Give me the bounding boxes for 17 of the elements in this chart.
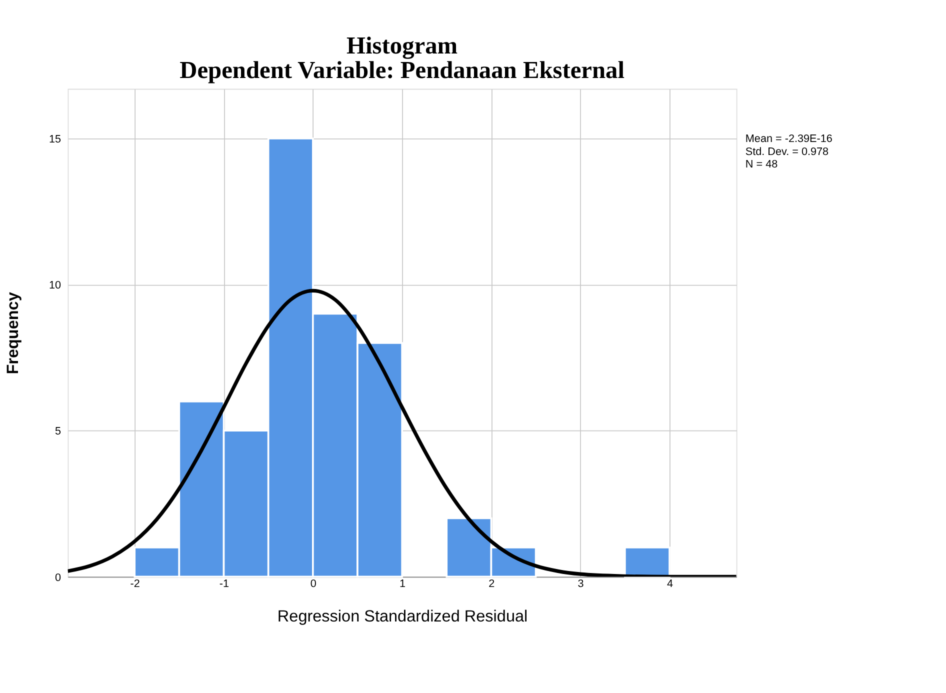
text: N = 48 [745, 158, 778, 170]
x-tick-label: 1 [400, 578, 406, 590]
x-tick-label: 0 [310, 578, 316, 590]
y-axis-title: Frequency [4, 292, 22, 374]
text: Mean = -2.39E-16 [745, 133, 832, 146]
x-tick-label: 2 [488, 578, 495, 590]
x-tick-label: 4 [666, 578, 673, 590]
x-tick-label: 3 [578, 578, 584, 590]
x-axis-title: Regression Standardized Residual [277, 607, 528, 626]
x-tick-label: -2 [130, 578, 140, 590]
chart-title: Histogram [346, 32, 458, 60]
y-tick-label: 15 [48, 134, 61, 146]
x-tick-label: -1 [219, 578, 230, 590]
line-series [68, 288, 736, 577]
text: Std. Dev. = 0.978 [745, 146, 829, 158]
y-tick-label: 5 [54, 426, 61, 438]
y-tick-label: 10 [48, 280, 61, 292]
